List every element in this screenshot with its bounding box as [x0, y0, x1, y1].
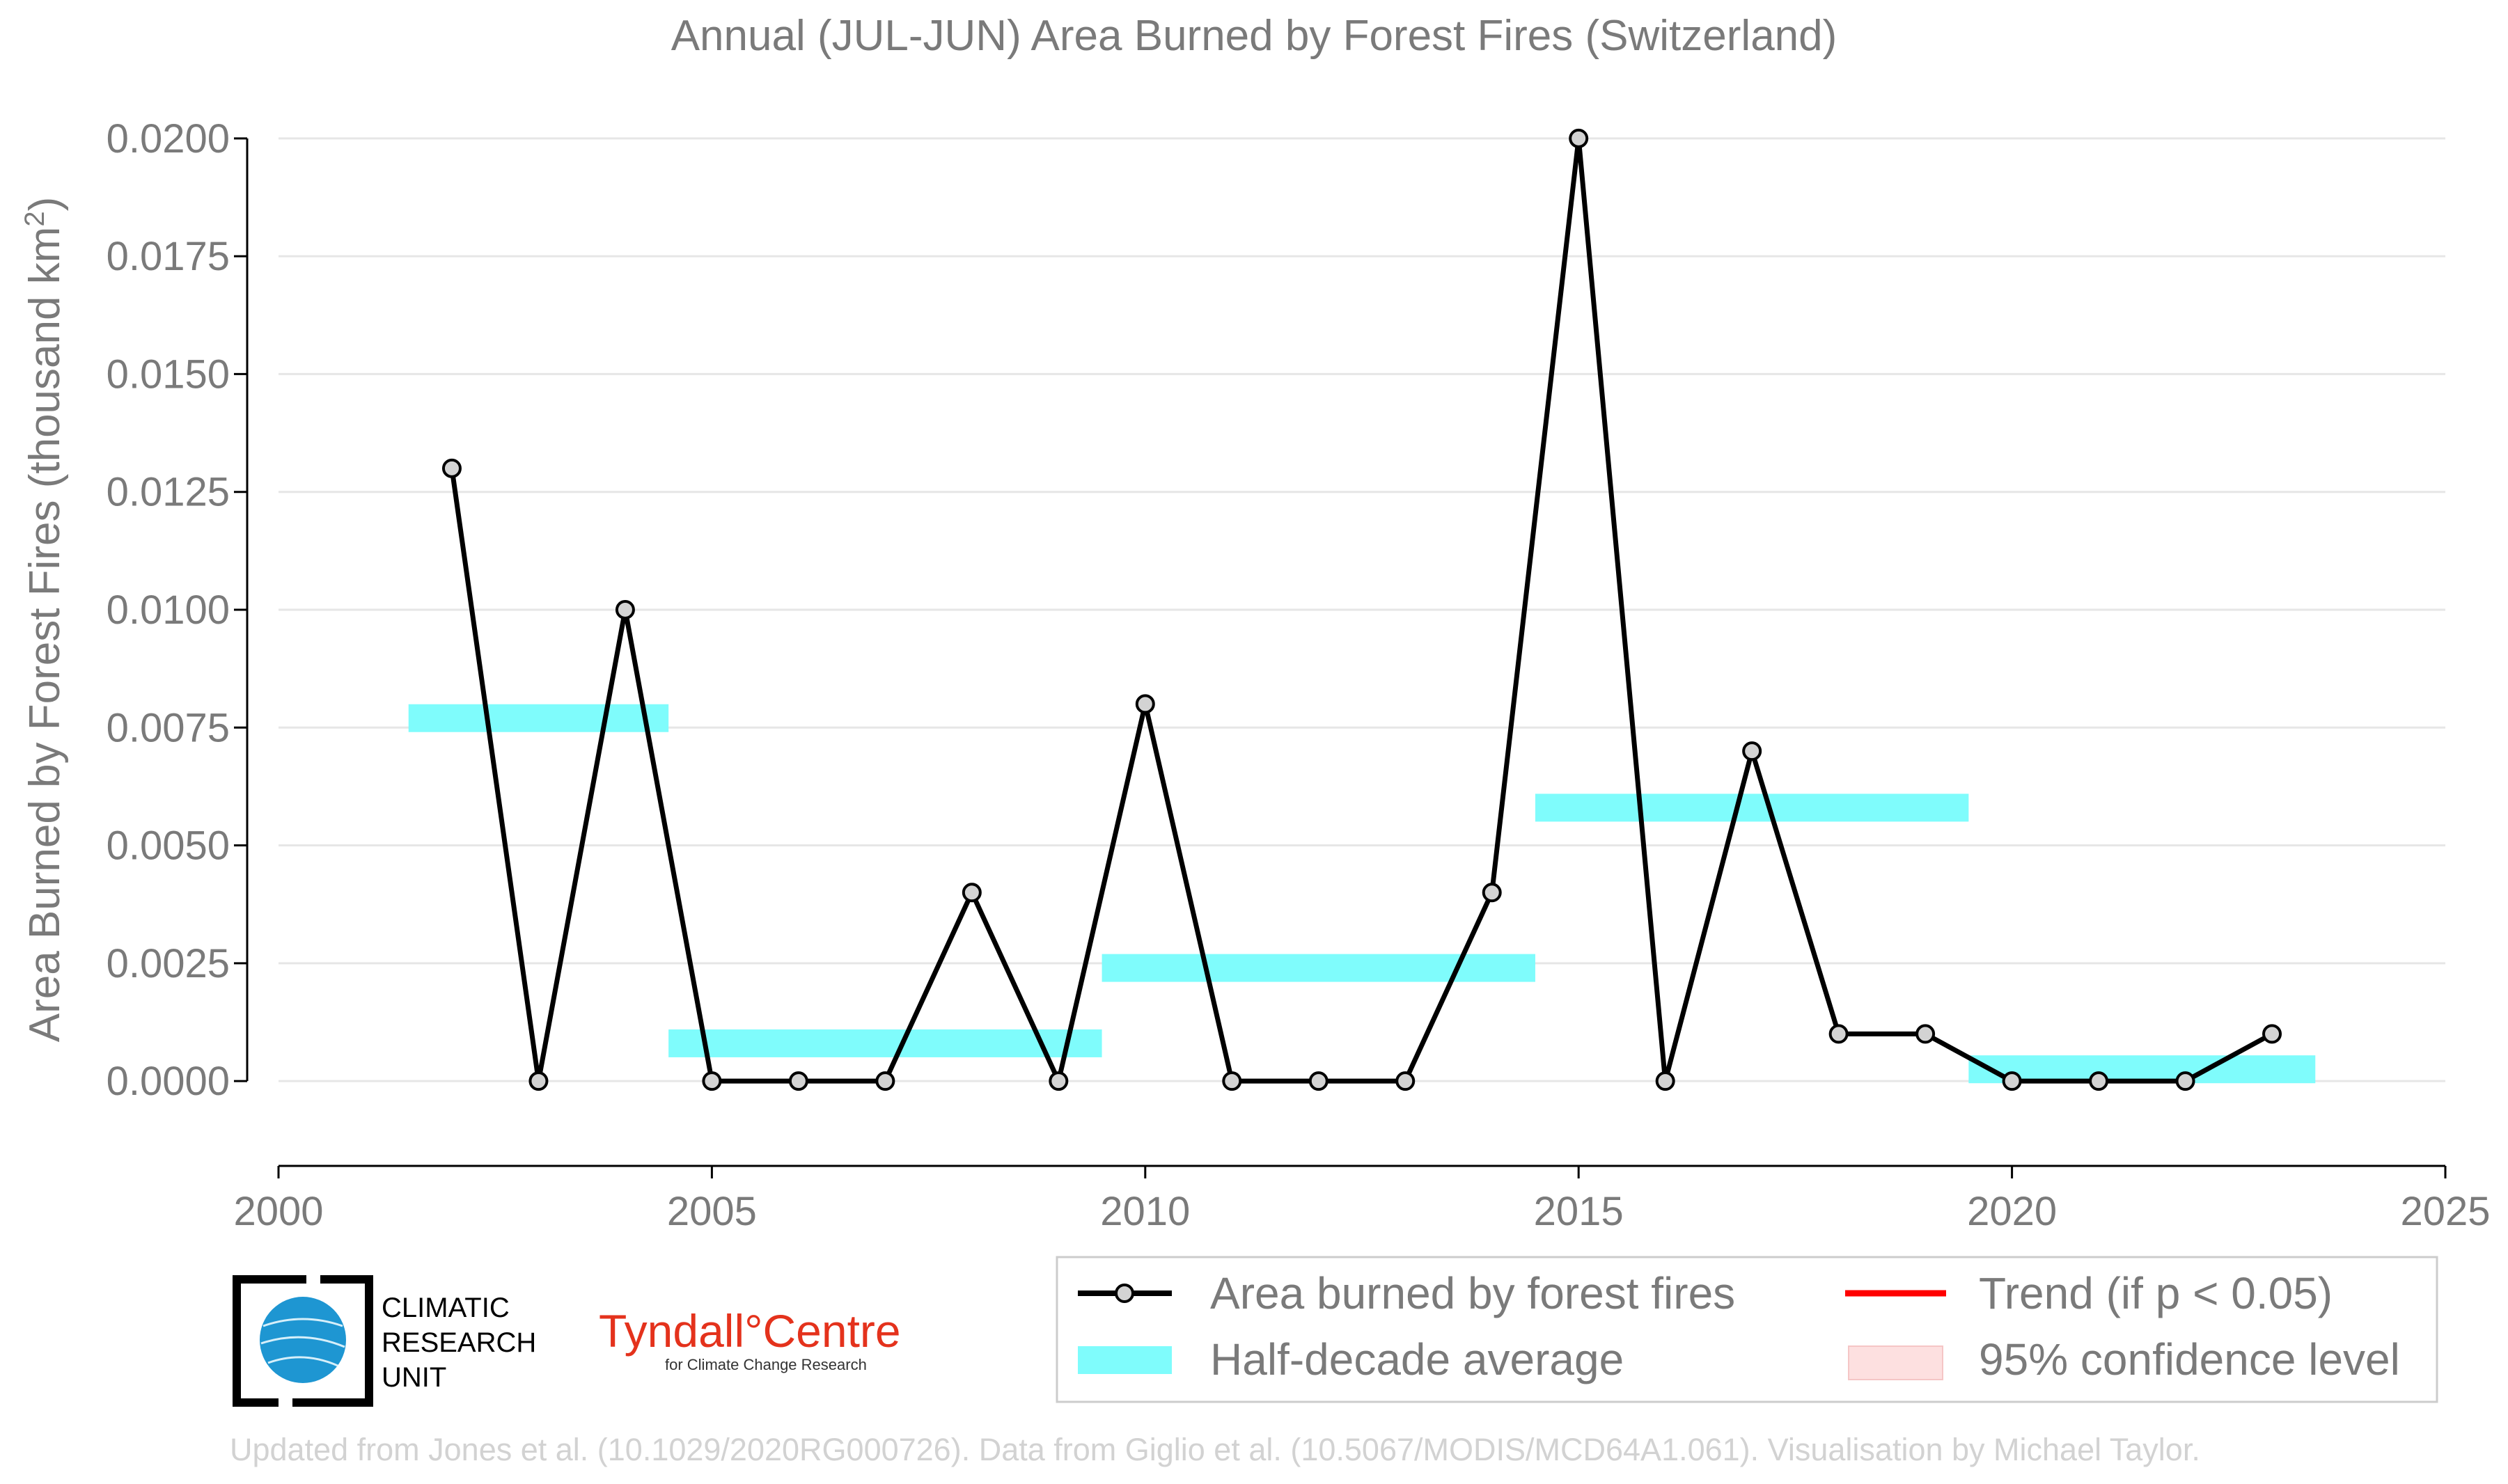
area-burned-point: [2089, 1071, 2109, 1091]
x-tick-label: 2020: [1967, 1189, 2057, 1234]
area-burned-line: [449, 136, 2273, 1084]
area-burned-point: [1742, 741, 1762, 761]
area-burned-series: [441, 128, 2282, 1091]
half-decade-average-bar: [1102, 954, 1535, 982]
legend-swatch-confidence: [1848, 1345, 1943, 1380]
legend-box: [1056, 1256, 2438, 1403]
half-decade-average-bar: [668, 1029, 1102, 1057]
cru-logo-line-1: CLIMATIC: [382, 1293, 510, 1323]
x-tick-label: 2005: [667, 1189, 757, 1234]
cru-logo-line-2: RESEARCH: [382, 1327, 536, 1358]
x-axis: 2000 2005 2010 2015 2020 2025: [233, 1165, 2491, 1234]
area-burned-point: [1135, 694, 1155, 714]
legend-label-trend: Trend (if p < 0.05): [1979, 1268, 2333, 1318]
y-tick-label: 0.0025: [107, 941, 230, 986]
half-decade-average-bar: [1968, 1055, 2316, 1084]
area-burned-point: [615, 599, 635, 619]
tyndall-logo-subtitle: for Climate Change Research: [665, 1356, 867, 1373]
credit-line: Updated from Jones et al. (10.1029/2020R…: [230, 1432, 2200, 1467]
area-burned-point: [875, 1071, 895, 1091]
y-tick-label: 0.0150: [107, 352, 230, 397]
area-burned-point: [2262, 1024, 2282, 1044]
area-burned-point: [1222, 1071, 1242, 1091]
area-burned-point: [528, 1071, 549, 1091]
x-tick-label: 2010: [1100, 1189, 1190, 1234]
y-axis-label-main: Area Burned by Forest Fires (thousand km: [21, 227, 69, 1043]
area-burned-point: [1308, 1071, 1329, 1091]
area-burned-point: [1049, 1071, 1069, 1091]
y-tick-label: 0.0200: [107, 116, 230, 161]
half-decade-average-bar: [408, 704, 669, 732]
legend-label-confidence: 95% confidence level: [1979, 1334, 2400, 1384]
area-burned-point: [2002, 1071, 2022, 1091]
area-burned-point: [788, 1071, 808, 1091]
tyndall-logo-title: Tyndall°Centre: [599, 1305, 901, 1357]
y-tick-label: 0.0100: [107, 587, 230, 633]
y-tick-label: 0.0175: [107, 234, 230, 279]
area-burned-point: [2175, 1071, 2195, 1091]
x-tick-label: 2000: [233, 1189, 323, 1234]
y-axis-label-suffix: ): [21, 197, 69, 212]
cru-logo-line-3: UNIT: [382, 1362, 446, 1393]
y-tick-label: 0.0075: [107, 705, 230, 750]
area-burned-point: [1828, 1024, 1849, 1044]
area-burned-point: [441, 458, 462, 478]
gridlines: [279, 137, 2445, 1082]
legend-label-half-decade: Half-decade average: [1210, 1334, 1624, 1384]
chart-title: Annual (JUL-JUN) Area Burned by Forest F…: [671, 12, 1837, 60]
legend-swatch-half-decade: [1078, 1346, 1172, 1374]
area-burned-point: [962, 883, 982, 903]
x-tick-label: 2015: [1534, 1189, 1624, 1234]
half-decade-average-bar: [1535, 794, 1969, 822]
area-burned-point: [1395, 1071, 1416, 1091]
legend-swatch-area-burned-marker: [1115, 1284, 1134, 1303]
y-axis-label: Area Burned by Forest Fires (thousand km…: [19, 197, 69, 1043]
area-burned-point: [1482, 883, 1502, 903]
cru-logo-bracket: [233, 1275, 373, 1407]
y-tick-label: 0.0000: [107, 1059, 230, 1104]
y-tick-label: 0.0050: [107, 823, 230, 869]
area-burned-point: [1915, 1024, 1936, 1044]
y-axis-label-sup: 2: [19, 211, 50, 226]
tyndall-logo: Tyndall°Centre for Climate Change Resear…: [599, 1305, 901, 1373]
cru-logo: CLIMATIC RESEARCH UNIT: [233, 1275, 536, 1407]
legend: Area burned by forest fires Trend (if p …: [1056, 1256, 2438, 1403]
x-tick-label: 2025: [2400, 1189, 2490, 1234]
cru-globe-lines: [260, 1318, 345, 1367]
legend-label-area-burned: Area burned by forest fires: [1210, 1268, 1735, 1318]
y-tick-label: 0.0125: [107, 470, 230, 515]
half-decade-average-series: [408, 704, 2316, 1084]
area-burned-point: [702, 1071, 722, 1091]
y-axis: 0.0000 0.0025 0.0050 0.0075 0.0100 0.0125 0.01…: [107, 116, 249, 1104]
area-burned-point: [1569, 128, 1589, 148]
area-burned-point: [1655, 1071, 1675, 1091]
